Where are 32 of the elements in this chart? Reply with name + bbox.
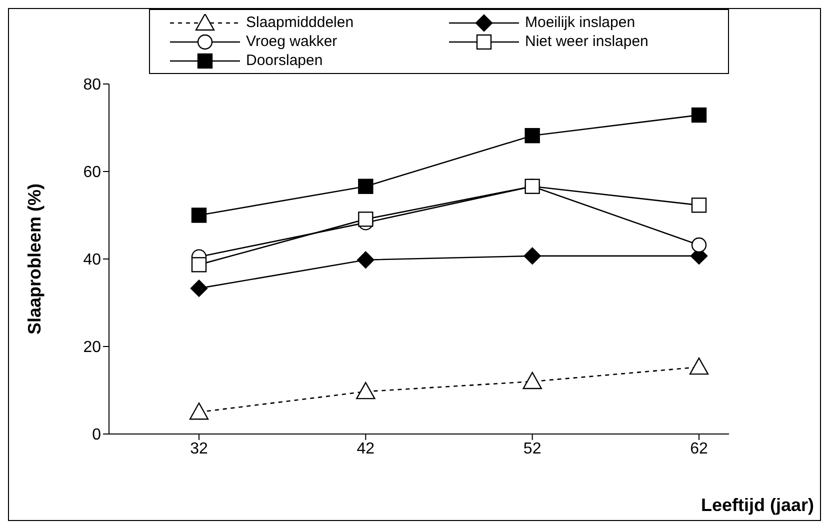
y-tick-label: 60 <box>83 164 102 182</box>
point <box>357 251 374 268</box>
x-tick-label: 52 <box>523 440 542 458</box>
point <box>524 247 541 265</box>
x-tick-label: 62 <box>690 440 708 458</box>
point <box>524 178 540 194</box>
x-axis-title: Leeftijd (jaar) <box>700 495 814 516</box>
point <box>358 178 374 194</box>
legend-label: Slaapmidddelen <box>246 13 354 32</box>
y-tick-label: 80 <box>83 76 102 94</box>
legend-label: Vroeg wakker <box>246 32 338 51</box>
point <box>358 212 374 227</box>
point <box>190 280 208 297</box>
y-axis-title: Slaaprobleem (%) <box>24 183 44 335</box>
x-tick-label: 42 <box>356 440 375 458</box>
point <box>691 107 707 123</box>
y-tick-label: 0 <box>92 426 102 444</box>
legend-label: Moeilijk inslapen <box>525 13 636 32</box>
point <box>356 382 376 400</box>
point <box>191 257 207 272</box>
y-tick-label: 20 <box>83 339 102 356</box>
point <box>691 198 707 213</box>
legend-label: Doorslapen <box>246 51 323 70</box>
point <box>524 128 540 144</box>
x-tick-label: 32 <box>190 440 208 458</box>
point <box>189 402 209 420</box>
legend-label: Niet weer inslapen <box>525 32 648 51</box>
point <box>522 372 542 390</box>
point <box>691 237 707 253</box>
point <box>689 357 709 375</box>
point <box>191 208 207 223</box>
y-tick-label: 40 <box>83 252 102 269</box>
